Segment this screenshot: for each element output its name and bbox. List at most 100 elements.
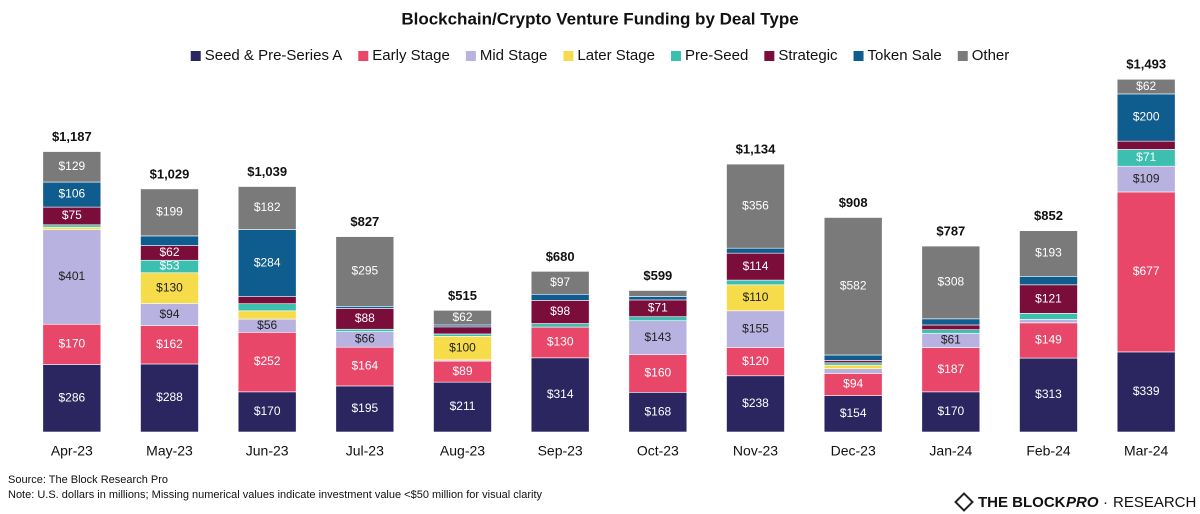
- value-label: $339: [1133, 384, 1160, 398]
- bar-segment: [921, 324, 981, 331]
- bar-segment: [726, 347, 785, 377]
- bar-segment: [921, 347, 981, 393]
- value-label: $170: [937, 404, 964, 418]
- value-label: $89: [452, 364, 472, 378]
- value-label: $100: [449, 340, 476, 354]
- value-label: $162: [156, 337, 183, 351]
- value-label: $200: [1133, 110, 1160, 124]
- brand-research: RESEARCH: [1113, 494, 1196, 511]
- value-label: $130: [156, 280, 183, 294]
- bar-segment: [921, 318, 981, 326]
- x-tick-label: Jul-23: [346, 443, 384, 459]
- chart-title: Blockchain/Crypto Venture Funding by Dea…: [401, 9, 798, 28]
- value-label: $160: [644, 366, 671, 380]
- total-label: $1,134: [736, 142, 777, 157]
- bar-segment: [530, 293, 590, 301]
- value-label: $98: [550, 304, 570, 318]
- legend-swatch: [957, 51, 968, 61]
- bar-segment: [726, 375, 785, 433]
- value-label: $114: [743, 259, 769, 273]
- value-label: $295: [351, 264, 378, 278]
- value-label: $168: [644, 404, 671, 418]
- total-label: $1,493: [1126, 57, 1166, 72]
- bar-segment: [1116, 140, 1176, 150]
- value-label: $286: [58, 390, 85, 404]
- x-tick-label: May-23: [146, 443, 193, 459]
- value-label: $288: [156, 390, 183, 404]
- value-label: $155: [742, 321, 769, 335]
- legend-swatch: [764, 51, 775, 61]
- total-label: $1,029: [150, 166, 190, 181]
- bar-segment: [335, 346, 395, 387]
- bar-segment: [726, 284, 785, 312]
- bar-segment: [1116, 78, 1176, 95]
- value-label: $187: [937, 362, 964, 376]
- value-label: $401: [58, 269, 85, 283]
- value-label: $121: [1035, 291, 1062, 305]
- value-label: $129: [58, 159, 85, 173]
- x-tick-label: Oct-23: [637, 443, 679, 459]
- value-label: $62: [452, 310, 472, 324]
- value-label: $182: [254, 200, 281, 214]
- bar-segment: [726, 310, 785, 348]
- bar-segment: [726, 247, 785, 254]
- value-label: $356: [742, 198, 769, 212]
- total-label: $852: [1034, 208, 1063, 223]
- x-tick-label: Mar-24: [1124, 443, 1169, 459]
- bar-segment: [433, 381, 492, 433]
- value-label: $677: [1133, 264, 1160, 278]
- legend-label: Mid Stage: [480, 47, 548, 64]
- bar-segment: [628, 320, 688, 355]
- logo: THE BLOCK PRO · RESEARCH: [954, 492, 1196, 512]
- legend-label: Token Sale: [868, 47, 942, 64]
- value-label: $53: [159, 259, 179, 273]
- bar-segment: [140, 235, 199, 246]
- total-label: $599: [643, 268, 672, 283]
- bar-segment: [823, 360, 883, 364]
- bar-segment: [823, 354, 883, 361]
- x-tick-label: Aug-23: [440, 443, 485, 459]
- value-label: $120: [742, 354, 769, 368]
- legend-label: Early Stage: [372, 47, 450, 64]
- bar-segment: [628, 392, 688, 433]
- bar-segment: [921, 329, 981, 334]
- value-label: $109: [1133, 171, 1160, 185]
- value-label: $61: [941, 333, 961, 347]
- bar-segment: [42, 224, 102, 228]
- legend-swatch: [465, 51, 476, 61]
- value-label: $143: [644, 330, 671, 344]
- bar-segment: [237, 310, 297, 320]
- bar-segment: [433, 333, 492, 337]
- x-tick-label: Feb-24: [1026, 443, 1071, 459]
- value-label: $71: [648, 300, 668, 314]
- bar-segment: [1019, 276, 1078, 286]
- total-label: $515: [448, 288, 477, 303]
- x-tick-label: Nov-23: [733, 443, 778, 459]
- bar-segment: [140, 188, 199, 237]
- bar-segment: [628, 354, 688, 393]
- bar-segment: [823, 368, 883, 374]
- value-label: $211: [450, 399, 476, 413]
- bar-segment: [433, 326, 492, 335]
- bar-segment: [1116, 165, 1176, 193]
- value-label: $154: [840, 406, 867, 420]
- value-label: $130: [547, 335, 574, 349]
- bar-segment: [726, 279, 785, 286]
- x-tick-label: Jun-23: [246, 443, 289, 459]
- bar-segment: [628, 316, 688, 322]
- brand: THE BLOCK: [978, 494, 1066, 511]
- value-label: $582: [840, 278, 867, 292]
- value-label: $94: [159, 307, 179, 321]
- bar-segment: [237, 229, 297, 297]
- legend-label: Later Stage: [577, 47, 655, 64]
- bar-segment: [530, 271, 590, 295]
- total-label: $1,039: [247, 164, 287, 179]
- bar-segment: [1019, 319, 1078, 324]
- bar-segment: [1116, 351, 1176, 433]
- bar-segment: [237, 303, 297, 312]
- bar-segment: [237, 186, 297, 230]
- brand-pro: PRO: [1066, 494, 1099, 511]
- bar-segment: [237, 332, 297, 393]
- x-tick-label: Jan-24: [929, 443, 972, 459]
